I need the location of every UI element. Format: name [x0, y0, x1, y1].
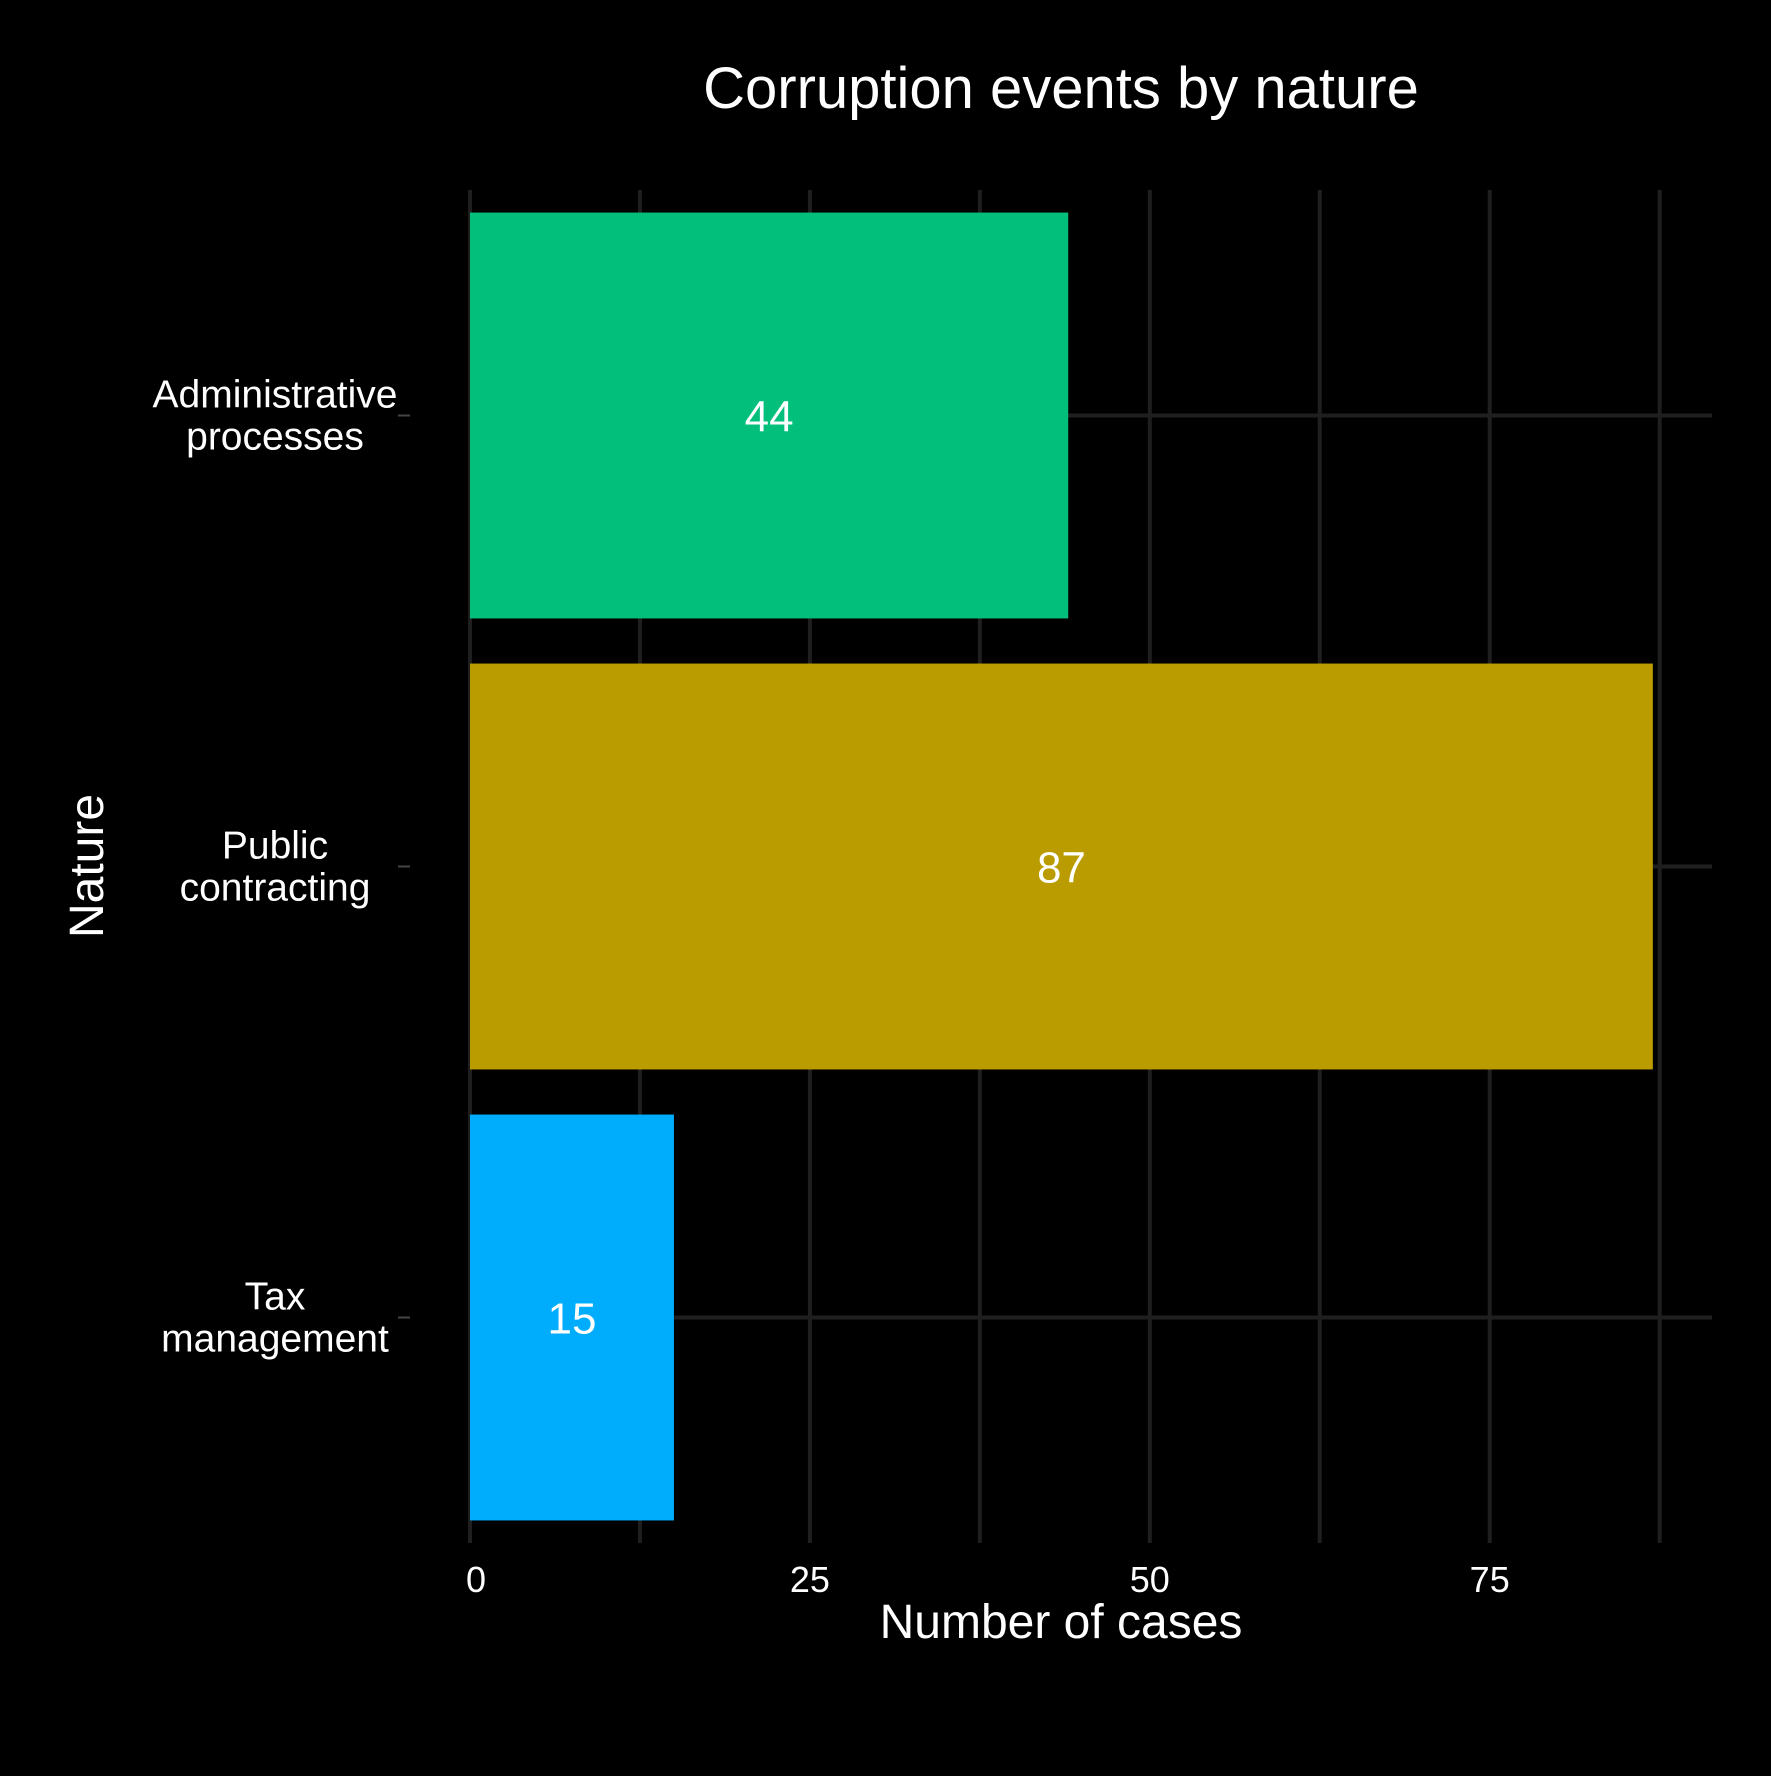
data-labels: 44 87 15 — [547, 393, 1085, 1344]
bar — [470, 212, 1069, 619]
bars — [470, 212, 1653, 1521]
x-tick-label: 25 — [790, 1559, 830, 1600]
x-tick-label: 75 — [1470, 1559, 1510, 1600]
x-axis-title: Number of cases — [880, 1596, 1243, 1649]
x-axis: 0 25 50 75 — [466, 1559, 1510, 1600]
y-tick-label: Tax management — [161, 1276, 389, 1361]
data-label: 15 — [547, 1295, 596, 1344]
y-tick-label-line: Tax — [245, 1276, 306, 1319]
y-tick-label-line: contracting — [180, 867, 371, 910]
y-tick-label-line: Public — [222, 825, 328, 868]
y-tick-label-line: processes — [186, 416, 364, 459]
data-label: 87 — [1037, 844, 1086, 893]
y-tick-label-line: management — [161, 1318, 389, 1361]
chart-title: Corruption events by nature — [703, 56, 1419, 121]
data-label: 44 — [745, 393, 794, 442]
y-axis-title: Nature — [61, 794, 114, 938]
y-axis: Administrative processes Public contracting… — [153, 374, 410, 1361]
bar — [470, 663, 1653, 1070]
y-tick-label: Public contracting — [180, 825, 371, 910]
bar — [470, 1114, 674, 1521]
x-tick-label: 0 — [466, 1559, 486, 1600]
y-tick-label-line: Administrative — [153, 374, 398, 417]
x-tick-label: 50 — [1130, 1559, 1170, 1600]
y-tick-label: Administrative processes — [153, 374, 398, 459]
